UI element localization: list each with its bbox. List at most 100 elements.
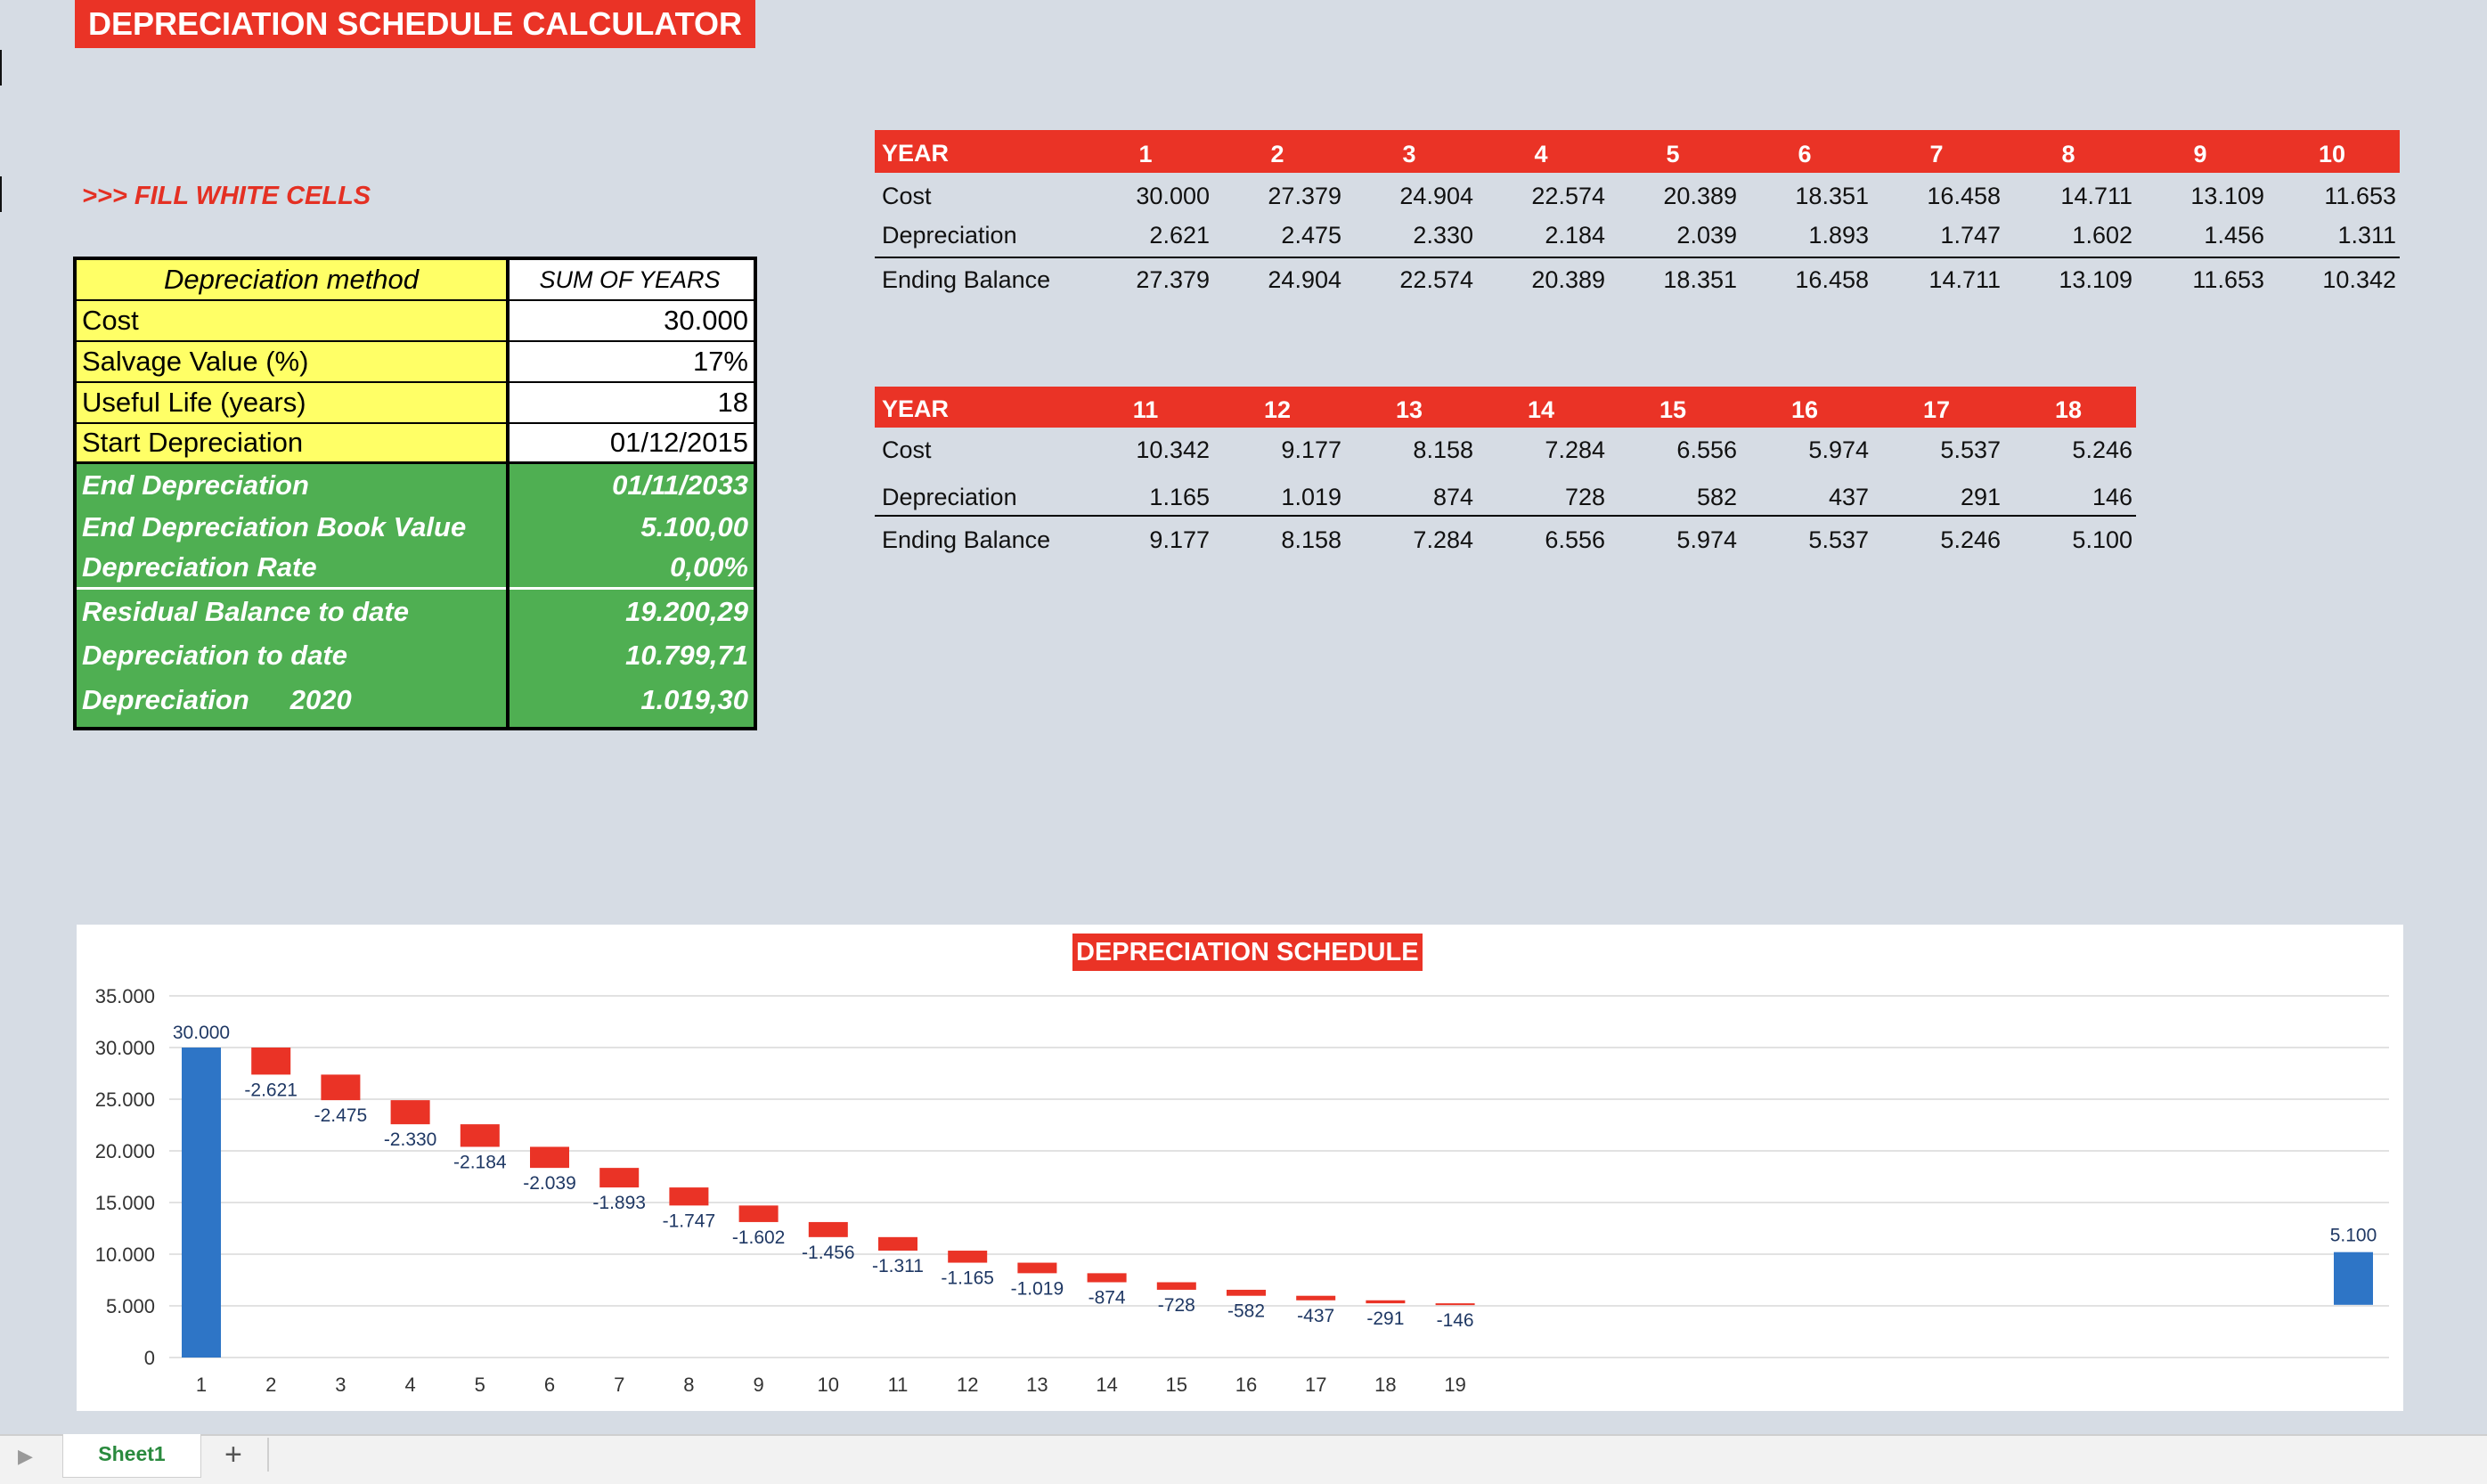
method-select[interactable]: SUM OF YEARS — [506, 260, 754, 299]
schedule-2-header — [875, 387, 2136, 428]
residual-balance-label: Residual Balance to date — [77, 590, 506, 634]
y-tick-label: 30.000 — [95, 1037, 155, 1059]
data-label: -2.039 — [523, 1173, 576, 1194]
schedule2-cost-cell: 9.177 — [1281, 436, 1341, 463]
useful-life-input[interactable]: 18 — [506, 383, 754, 422]
year-depreciation-value: 1.019,30 — [506, 677, 754, 727]
x-tick-label: 11 — [888, 1374, 909, 1396]
x-tick-label: 18 — [1374, 1374, 1396, 1396]
schedule2-depreciation-cell: 146 — [2092, 484, 2132, 510]
schedule2-years-cell: 17 — [1922, 396, 1951, 423]
schedule2-depreciation-cell: 1.165 — [1149, 484, 1210, 510]
bar-decrease — [1087, 1273, 1127, 1283]
add-sheet-icon[interactable]: + — [224, 1438, 242, 1472]
schedule1-years-cell: 5 — [1666, 141, 1680, 167]
schedule2-ending-cell: 9.177 — [1149, 526, 1210, 553]
start-date-input[interactable]: 01/12/2015 — [506, 424, 754, 461]
bar-decrease — [808, 1221, 848, 1237]
schedule-2-ending-label: Ending Balance — [882, 526, 1051, 553]
depreciation-chart[interactable]: 0 5.000 10.000 15.000 20.000 25.000 30.000 35.0… — [77, 925, 2403, 1411]
schedule1-years-cell: 4 — [1534, 141, 1548, 167]
schedule2-years-cell: 18 — [2054, 396, 2083, 423]
bar-decrease — [1366, 1300, 1406, 1304]
bar-decrease — [1156, 1282, 1196, 1290]
bar-decrease — [669, 1187, 709, 1206]
schedule2-ending-cell: 7.284 — [1413, 526, 1473, 553]
schedule-1-cost-label: Cost — [882, 183, 932, 209]
schedule2-years-cell: 11 — [1132, 396, 1159, 423]
year-depreciation-text: Depreciation — [82, 684, 249, 715]
schedule2-depreciation-cell: 1.019 — [1281, 484, 1341, 510]
schedule2-years-cell: 12 — [1263, 396, 1292, 423]
x-tick-label: 4 — [404, 1374, 415, 1396]
end-book-value: 5.100,00 — [506, 507, 754, 548]
method-label: Depreciation method — [77, 260, 506, 299]
schedule1-cost-cell: 16.458 — [1927, 183, 2001, 209]
sheet-tab-sheet1[interactable]: Sheet1 — [62, 1434, 201, 1478]
schedule1-ending-cell: 22.574 — [1399, 266, 1473, 293]
salvage-label: Salvage Value (%) — [77, 342, 506, 381]
depreciation-to-date-label: Depreciation to date — [77, 634, 506, 677]
end-book-value-row: End Depreciation Book Value 5.100,00 — [77, 507, 754, 548]
data-label: -874 — [1089, 1288, 1126, 1309]
bar-decrease — [251, 1048, 291, 1075]
x-tick-label: 5 — [475, 1374, 485, 1396]
schedule1-ending-cell: 20.389 — [1531, 266, 1605, 293]
schedule2-ending-cell: 8.158 — [1281, 526, 1341, 553]
data-label: -728 — [1158, 1295, 1195, 1316]
schedule-1-header — [875, 130, 2400, 173]
schedule1-ending-cell: 24.904 — [1268, 266, 1341, 293]
data-label: -437 — [1297, 1306, 1334, 1326]
schedule1-ending-cell: 10.342 — [2322, 266, 2396, 293]
data-label: -582 — [1227, 1301, 1265, 1322]
schedule2-cost-cell: 7.284 — [1545, 436, 1605, 463]
bar-decrease — [738, 1205, 779, 1222]
schedule2-cost-cell: 5.246 — [2072, 436, 2132, 463]
cost-input[interactable]: 30.000 — [506, 301, 754, 340]
x-tick-label: 19 — [1444, 1374, 1465, 1396]
x-tick-label: 14 — [1096, 1374, 1117, 1396]
y-tick-label: 20.000 — [95, 1140, 155, 1162]
cost-row: Cost 30.000 — [77, 301, 754, 340]
data-label: -2.475 — [314, 1105, 368, 1126]
schedule2-years-cell: 16 — [1790, 396, 1819, 423]
schedule2-ending-cell: 5.974 — [1676, 526, 1737, 553]
y-tick-label: 5.000 — [106, 1295, 155, 1317]
schedule2-ending-cell: 6.556 — [1545, 526, 1605, 553]
bar-decrease — [599, 1168, 640, 1188]
schedule1-depreciation-cell: 1.893 — [1808, 222, 1869, 249]
schedule2-years-cell: 15 — [1659, 396, 1687, 423]
schedule2-depreciation-cell: 874 — [1432, 484, 1473, 510]
x-tick-label: 6 — [544, 1374, 555, 1396]
bar-decrease — [460, 1124, 500, 1147]
schedule1-years-cell: 2 — [1270, 141, 1284, 167]
useful-life-row: Useful Life (years) 18 — [77, 383, 754, 422]
year-depreciation-row: Depreciation 2020 1.019,30 — [77, 677, 754, 727]
end-book-value-label: End Depreciation Book Value — [77, 507, 506, 548]
salvage-input[interactable]: 17% — [506, 342, 754, 381]
tab-divider — [267, 1438, 269, 1472]
x-tick-label: 3 — [335, 1374, 346, 1396]
cell-cursor-marker — [0, 50, 2, 86]
data-label: -1.019 — [1011, 1278, 1064, 1299]
x-tick-label: 16 — [1235, 1374, 1257, 1396]
data-label: -1.602 — [732, 1227, 786, 1248]
salvage-row: Salvage Value (%) 17% — [77, 342, 754, 381]
schedule1-cost-cell: 30.000 — [1136, 183, 1210, 209]
cell-cursor-marker — [0, 176, 2, 212]
schedule2-ending-cell: 5.100 — [2072, 526, 2132, 553]
x-tick-label: 7 — [614, 1374, 624, 1396]
tab-scroll-icon[interactable]: ▶ — [18, 1445, 33, 1467]
residual-balance-row: Residual Balance to date 19.200,29 — [77, 590, 754, 634]
schedule2-years-cell: 14 — [1527, 396, 1555, 423]
y-tick-label: 0 — [144, 1347, 155, 1369]
end-depreciation-label: End Depreciation — [77, 464, 506, 507]
start-row: Start Depreciation 01/12/2015 — [77, 424, 754, 461]
schedule1-cost-cell: 20.389 — [1663, 183, 1737, 209]
x-tick-label: 15 — [1166, 1374, 1187, 1396]
schedule-1-depreciation-label: Depreciation — [882, 222, 1017, 249]
schedule2-cost-cell: 8.158 — [1413, 436, 1473, 463]
bar-decrease — [530, 1146, 569, 1169]
year-depreciation-year: 2020 — [289, 684, 352, 715]
chart-title: DEPRECIATION SCHEDULE — [1072, 934, 1423, 971]
